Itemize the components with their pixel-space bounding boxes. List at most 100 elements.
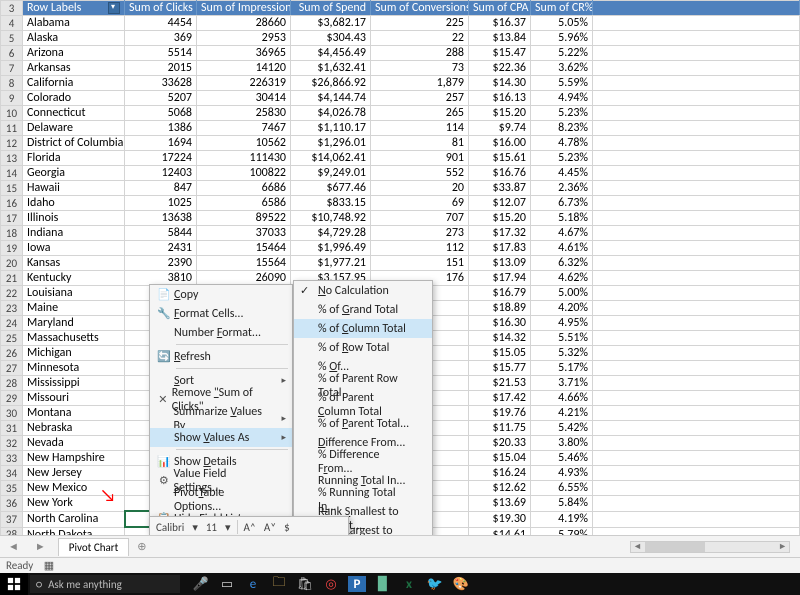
cell-cr[interactable]: 5.00%: [531, 286, 593, 301]
sheet-tab[interactable]: Pivot Chart: [58, 538, 129, 556]
edge-icon[interactable]: e: [240, 573, 266, 595]
cell-conversions[interactable]: 707: [371, 211, 469, 226]
cell-spend[interactable]: $4,729.28: [291, 226, 371, 241]
col-cpa[interactable]: Sum of CPA: [469, 1, 531, 16]
cell-cpa[interactable]: $19.30: [469, 511, 531, 527]
row-header[interactable]: 5: [1, 31, 23, 46]
cell-spend[interactable]: $677.46: [291, 181, 371, 196]
cell-impressions[interactable]: 36965: [197, 46, 291, 61]
cell-spend[interactable]: $3,682.17: [291, 16, 371, 31]
notebook-icon[interactable]: ▉: [370, 573, 396, 595]
cell-impressions[interactable]: 6686: [197, 181, 291, 196]
cell-cr[interactable]: 8.23%: [531, 121, 593, 136]
row-header[interactable]: 14: [1, 166, 23, 181]
cell-cr[interactable]: 3.80%: [531, 436, 593, 451]
cell-spend[interactable]: $833.15: [291, 196, 371, 211]
parking-icon[interactable]: P: [348, 576, 366, 592]
cell-label[interactable]: Arizona: [23, 46, 125, 61]
cell-clicks[interactable]: 2431: [125, 241, 197, 256]
font-size[interactable]: 11: [204, 521, 219, 534]
submenu-item[interactable]: % Difference From...: [294, 452, 432, 471]
horizontal-scrollbar[interactable]: [630, 541, 790, 553]
row-header[interactable]: 22: [1, 286, 23, 301]
cell-cpa[interactable]: $17.83: [469, 241, 531, 256]
row-header[interactable]: 21: [1, 271, 23, 286]
cell-impressions[interactable]: 25830: [197, 106, 291, 121]
cell-cpa[interactable]: $15.61: [469, 151, 531, 166]
row-header[interactable]: 16: [1, 196, 23, 211]
increase-font-icon[interactable]: A˄: [242, 521, 258, 534]
cell-conversions[interactable]: 265: [371, 106, 469, 121]
cell-cpa[interactable]: $16.13: [469, 91, 531, 106]
cell-impressions[interactable]: 6586: [197, 196, 291, 211]
row-header[interactable]: 37: [1, 511, 23, 527]
cell-impressions[interactable]: 100822: [197, 166, 291, 181]
cell-cpa[interactable]: $12.07: [469, 196, 531, 211]
col-spend[interactable]: Sum of Spend: [291, 1, 371, 16]
cell-cr[interactable]: 4.62%: [531, 271, 593, 286]
cell-label[interactable]: Nevada: [23, 436, 125, 451]
mic-icon[interactable]: 🎤: [188, 573, 214, 595]
cell-label[interactable]: Kentucky: [23, 271, 125, 286]
cell-clicks[interactable]: 13638: [125, 211, 197, 226]
cell-label[interactable]: Arkansas: [23, 61, 125, 76]
cell-clicks[interactable]: 1025: [125, 196, 197, 211]
row-header[interactable]: 17: [1, 211, 23, 226]
cell-cr[interactable]: 3.71%: [531, 376, 593, 391]
submenu-item[interactable]: % of Row Total: [294, 338, 432, 357]
cell-cr[interactable]: 4.20%: [531, 301, 593, 316]
col-conversions[interactable]: Sum of Conversions: [371, 1, 469, 16]
row-header[interactable]: 25: [1, 331, 23, 346]
cell-clicks[interactable]: 2390: [125, 256, 197, 271]
filter-icon[interactable]: [108, 2, 120, 14]
row-header[interactable]: 29: [1, 391, 23, 406]
cell-label[interactable]: Nebraska: [23, 421, 125, 436]
ctx-item[interactable]: PivotTable Options...: [150, 490, 292, 509]
sheet-tabs[interactable]: ◄ ► Pivot Chart ⊕: [0, 535, 800, 557]
cell-conversions[interactable]: 112: [371, 241, 469, 256]
cell-label[interactable]: District of Columbia: [23, 136, 125, 151]
submenu-item[interactable]: % of Parent Total...: [294, 414, 432, 433]
cell-cr[interactable]: 6.73%: [531, 196, 593, 211]
cell-impressions[interactable]: 15564: [197, 256, 291, 271]
cell-label[interactable]: Delaware: [23, 121, 125, 136]
cell-conversions[interactable]: 901: [371, 151, 469, 166]
cell-cpa[interactable]: $15.77: [469, 361, 531, 376]
cell-conversions[interactable]: 288: [371, 46, 469, 61]
row-header[interactable]: 15: [1, 181, 23, 196]
tab-nav-next[interactable]: ►: [27, 540, 54, 553]
submenu-item[interactable]: % of Parent Column Total: [294, 395, 432, 414]
explorer-icon[interactable]: 🗀: [266, 573, 292, 595]
cell-label[interactable]: Illinois: [23, 211, 125, 226]
cell-cr[interactable]: 5.59%: [531, 76, 593, 91]
excel-icon[interactable]: x: [396, 573, 422, 595]
cell-cpa[interactable]: $17.94: [469, 271, 531, 286]
cell-label[interactable]: Montana: [23, 406, 125, 421]
cell-label[interactable]: New York: [23, 496, 125, 512]
cell-cr[interactable]: 4.61%: [531, 241, 593, 256]
ctx-item[interactable]: Summarize Values By: [150, 409, 292, 428]
row-header[interactable]: 13: [1, 151, 23, 166]
task-view-icon[interactable]: ▭: [214, 573, 240, 595]
cell-cr[interactable]: 5.32%: [531, 346, 593, 361]
cell-clicks[interactable]: 1694: [125, 136, 197, 151]
cell-cr[interactable]: 3.62%: [531, 61, 593, 76]
cell-cpa[interactable]: $15.47: [469, 46, 531, 61]
cell-cpa[interactable]: $11.75: [469, 421, 531, 436]
row-header[interactable]: 28: [1, 376, 23, 391]
cell-cr[interactable]: 4.67%: [531, 226, 593, 241]
cell-conversions[interactable]: 81: [371, 136, 469, 151]
new-sheet-button[interactable]: ⊕: [129, 540, 154, 553]
cell-label[interactable]: Minnesota: [23, 361, 125, 376]
cell-cpa[interactable]: $9.74: [469, 121, 531, 136]
cell-label[interactable]: Georgia: [23, 166, 125, 181]
cell-clicks[interactable]: 4454: [125, 16, 197, 31]
cell-conversions[interactable]: 69: [371, 196, 469, 211]
row-header[interactable]: 11: [1, 121, 23, 136]
paint-icon[interactable]: 🎨: [448, 573, 474, 595]
cell-conversions[interactable]: 552: [371, 166, 469, 181]
start-button[interactable]: [0, 573, 28, 595]
row-header[interactable]: 4: [1, 16, 23, 31]
cell-impressions[interactable]: 30414: [197, 91, 291, 106]
cell-cpa[interactable]: $16.30: [469, 316, 531, 331]
